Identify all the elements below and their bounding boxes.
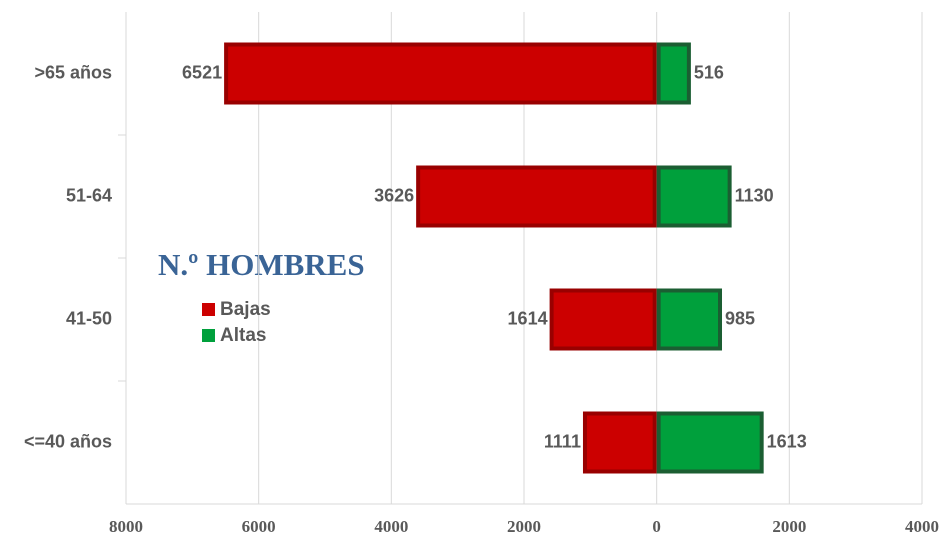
bar (582, 411, 657, 474)
bar (656, 42, 691, 105)
y-tick-label: <=40 años (24, 431, 112, 451)
x-tick-label: 2000 (507, 517, 541, 536)
data-label: 1614 (508, 308, 548, 328)
data-label: 1613 (767, 431, 807, 451)
data-label: 6521 (182, 62, 222, 82)
data-label: 1130 (735, 185, 774, 205)
x-tick-label: 2000 (772, 517, 806, 536)
legend-label: Altas (220, 325, 266, 346)
bar (416, 165, 657, 228)
legend-label: Bajas (220, 299, 271, 320)
bar (656, 288, 723, 351)
bar (656, 165, 732, 228)
legend-swatch (202, 329, 215, 342)
legend-swatch (202, 303, 215, 316)
data-label: 3626 (374, 185, 414, 205)
x-tick-label: 0 (652, 517, 661, 536)
legend-title: N.º HOMBRES (158, 247, 365, 282)
x-tick-label: 8000 (109, 517, 143, 536)
x-tick-label: 4000 (905, 517, 939, 536)
data-label: 516 (694, 62, 724, 82)
y-tick-label: 41-50 (66, 308, 112, 328)
bar (549, 288, 657, 351)
y-tick-label: >65 años (34, 62, 112, 82)
bar (656, 411, 764, 474)
y-tick-label: 51-64 (66, 185, 112, 205)
data-label: 1111 (544, 431, 581, 451)
bar (224, 42, 657, 105)
data-label: 985 (725, 308, 755, 328)
x-tick-label: 6000 (242, 517, 276, 536)
x-tick-label: 4000 (374, 517, 408, 536)
